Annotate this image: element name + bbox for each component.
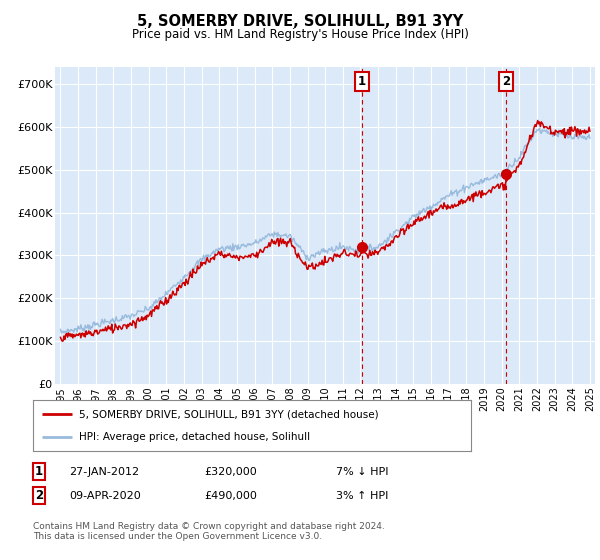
Text: 3% ↑ HPI: 3% ↑ HPI xyxy=(336,491,388,501)
Text: 27-JAN-2012: 27-JAN-2012 xyxy=(69,466,139,477)
Text: Contains HM Land Registry data © Crown copyright and database right 2024.
This d: Contains HM Land Registry data © Crown c… xyxy=(33,522,385,542)
Text: Price paid vs. HM Land Registry's House Price Index (HPI): Price paid vs. HM Land Registry's House … xyxy=(131,28,469,41)
Text: £320,000: £320,000 xyxy=(204,466,257,477)
Text: £490,000: £490,000 xyxy=(204,491,257,501)
Text: 5, SOMERBY DRIVE, SOLIHULL, B91 3YY: 5, SOMERBY DRIVE, SOLIHULL, B91 3YY xyxy=(137,14,463,29)
Text: 1: 1 xyxy=(358,75,366,88)
Text: HPI: Average price, detached house, Solihull: HPI: Average price, detached house, Soli… xyxy=(79,432,310,442)
Text: 7% ↓ HPI: 7% ↓ HPI xyxy=(336,466,389,477)
Text: 2: 2 xyxy=(502,75,511,88)
Text: 5, SOMERBY DRIVE, SOLIHULL, B91 3YY (detached house): 5, SOMERBY DRIVE, SOLIHULL, B91 3YY (det… xyxy=(79,409,379,419)
Text: 2: 2 xyxy=(35,489,43,502)
Text: 1: 1 xyxy=(35,465,43,478)
Text: 09-APR-2020: 09-APR-2020 xyxy=(69,491,141,501)
